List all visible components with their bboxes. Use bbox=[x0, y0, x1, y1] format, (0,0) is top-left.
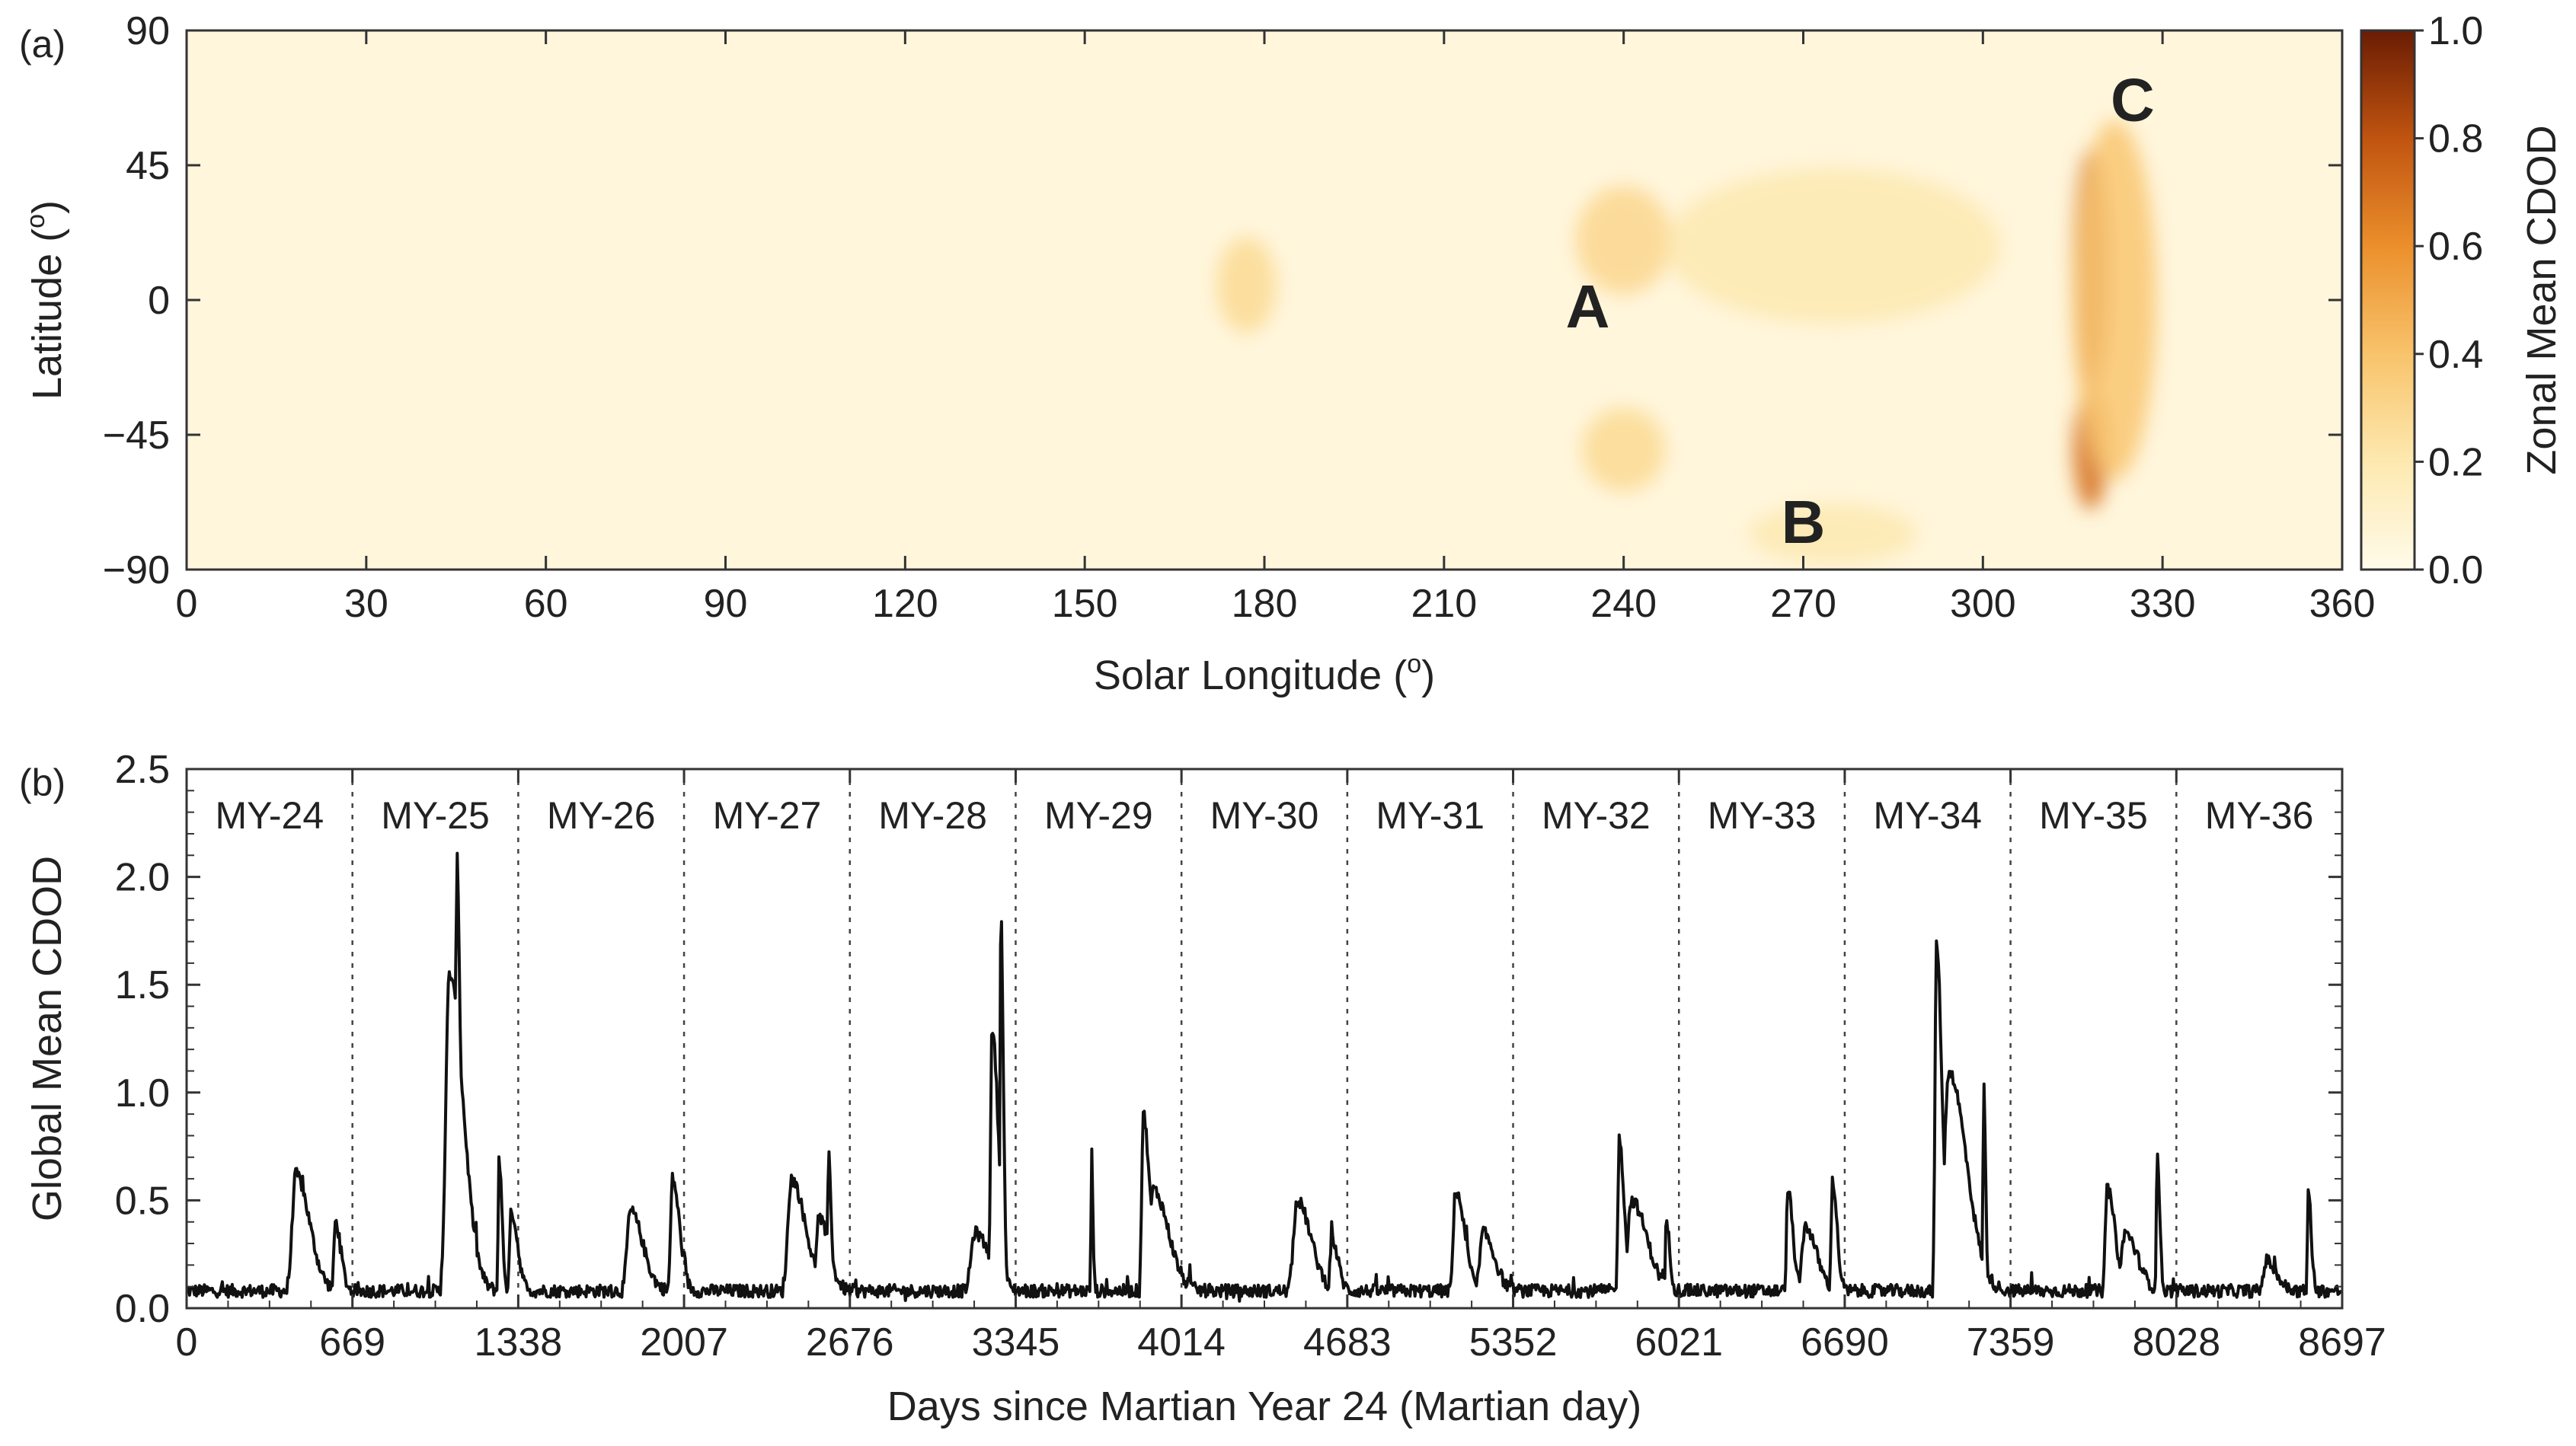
x-tick-label: 300 bbox=[1950, 582, 2016, 626]
x-tick-label: 120 bbox=[872, 582, 938, 626]
colorbar-tick-label: 1.0 bbox=[2428, 9, 2483, 53]
year-label: MY-26 bbox=[547, 794, 656, 837]
x-tick-label: 240 bbox=[1590, 582, 1657, 626]
x-tick-label: 8028 bbox=[2132, 1320, 2220, 1365]
y-tick-label: 2.0 bbox=[115, 856, 170, 900]
year-label: MY-24 bbox=[216, 794, 324, 837]
y-tick-label: −45 bbox=[103, 413, 170, 458]
line-x-ticks: 0 669 1338 2007 2676 3345 4014 4683 5352 6021 6690… bbox=[176, 769, 2386, 1365]
y-tick-label: 1.0 bbox=[115, 1071, 170, 1116]
heatmap-feature bbox=[1665, 168, 2001, 324]
heatmap-annotation-a: A bbox=[1566, 273, 1610, 340]
x-tick-label: 669 bbox=[319, 1320, 385, 1365]
x-tick-label: 8697 bbox=[2298, 1320, 2386, 1365]
y-tick-label: 1.5 bbox=[115, 963, 170, 1007]
x-tick-label: 4683 bbox=[1303, 1320, 1392, 1365]
heatmap-y-axis-label: Latitude (o) bbox=[21, 200, 70, 400]
heatmap-y-ticks: 90 45 0 −45 −90 bbox=[103, 9, 2342, 592]
global-mean-cdod-series bbox=[187, 851, 2342, 1303]
year-label: MY-30 bbox=[1210, 794, 1319, 837]
line-y-axis-label: Global Mean CDOD bbox=[24, 856, 70, 1221]
heatmap-feature bbox=[1216, 237, 1277, 334]
x-tick-label: 1338 bbox=[475, 1320, 563, 1365]
heatmap-annotation-b: B bbox=[1782, 488, 1826, 556]
year-label: MY-28 bbox=[878, 794, 987, 837]
year-label: MY-27 bbox=[713, 794, 822, 837]
x-tick-label: 6690 bbox=[1801, 1320, 1889, 1365]
y-tick-label: 2.5 bbox=[115, 748, 170, 792]
year-label: MY-35 bbox=[2039, 794, 2148, 837]
panel-a-label: (a) bbox=[19, 23, 66, 65]
x-tick-label: 2007 bbox=[640, 1320, 728, 1365]
x-tick-label: 210 bbox=[1411, 582, 1477, 626]
x-tick-label: 7359 bbox=[1967, 1320, 2055, 1365]
colorbar-tick-label: 0.4 bbox=[2428, 333, 2483, 377]
line-plot-area bbox=[187, 851, 2342, 1303]
x-tick-label: 6021 bbox=[1635, 1320, 1723, 1365]
colorbar-tick-label: 0.6 bbox=[2428, 225, 2483, 269]
line-y-ticks: 0.0 0.5 1.0 1.5 2.0 2.5 bbox=[115, 748, 2342, 1331]
x-tick-label: 60 bbox=[524, 582, 568, 626]
heatmap-feature bbox=[1575, 186, 1672, 295]
year-labels: MY-24 MY-25 MY-26 MY-27 MY-28 MY-29 MY-30 MY-31… bbox=[216, 794, 2314, 837]
year-boundaries bbox=[351, 769, 2178, 1308]
panel-b-label: (b) bbox=[19, 761, 66, 804]
x-tick-label: 0 bbox=[176, 582, 198, 626]
x-tick-label: 30 bbox=[344, 582, 388, 626]
x-tick-label: 2676 bbox=[806, 1320, 894, 1365]
colorbar-tick-label: 0.2 bbox=[2428, 440, 2483, 484]
y-tick-label: 0.0 bbox=[115, 1287, 170, 1331]
x-tick-label: 330 bbox=[2130, 582, 2196, 626]
heatmap-feature bbox=[2073, 120, 2157, 480]
y-tick-label: −90 bbox=[103, 548, 170, 592]
colorbar bbox=[2360, 29, 2416, 571]
x-tick-label: 0 bbox=[176, 1320, 198, 1365]
colorbar-tick-label: 0.0 bbox=[2428, 548, 2483, 592]
colorbar-label: Zonal Mean CDOD bbox=[2519, 125, 2565, 474]
heatmap-features bbox=[1216, 120, 2157, 564]
year-label: MY-34 bbox=[1873, 794, 1982, 837]
x-tick-label: 5352 bbox=[1469, 1320, 1558, 1365]
x-tick-label: 360 bbox=[2309, 582, 2376, 626]
x-tick-label: 4014 bbox=[1137, 1320, 1226, 1365]
heatmap-annotations: A B C bbox=[1566, 65, 2155, 556]
y-tick-label: 90 bbox=[126, 9, 170, 53]
colorbar-tick-label: 0.8 bbox=[2428, 117, 2483, 161]
heatmap-feature bbox=[1749, 503, 1917, 564]
colorbar-ticks: 1.0 0.8 0.6 0.4 0.2 0.0 bbox=[2415, 9, 2483, 592]
x-tick-label: 90 bbox=[704, 582, 748, 626]
year-label: MY-25 bbox=[381, 794, 490, 837]
year-label: MY-31 bbox=[1376, 794, 1485, 837]
heatmap-x-ticks: 0 30 60 90 120 150 180 210 240 270 300 330 360 bbox=[176, 30, 2376, 626]
x-tick-label: 3345 bbox=[972, 1320, 1060, 1365]
y-tick-label: 0 bbox=[148, 279, 170, 323]
line-x-axis-label: Days since Martian Year 24 (Martian day) bbox=[887, 1384, 1641, 1429]
year-label: MY-33 bbox=[1708, 794, 1817, 837]
x-tick-label: 180 bbox=[1232, 582, 1298, 626]
heatmap-x-axis-label: Solar Longitude (o) bbox=[1094, 650, 1435, 698]
year-label: MY-32 bbox=[1542, 794, 1651, 837]
heatmap-feature bbox=[1581, 407, 1666, 492]
y-tick-label: 45 bbox=[126, 144, 170, 188]
x-tick-label: 270 bbox=[1770, 582, 1836, 626]
heatmap-annotation-c: C bbox=[2111, 65, 2155, 133]
y-tick-label: 0.5 bbox=[115, 1179, 170, 1223]
x-tick-label: 150 bbox=[1052, 582, 1118, 626]
heatmap-panel bbox=[187, 30, 2342, 570]
year-label: MY-29 bbox=[1044, 794, 1153, 837]
year-label: MY-36 bbox=[2205, 794, 2314, 837]
